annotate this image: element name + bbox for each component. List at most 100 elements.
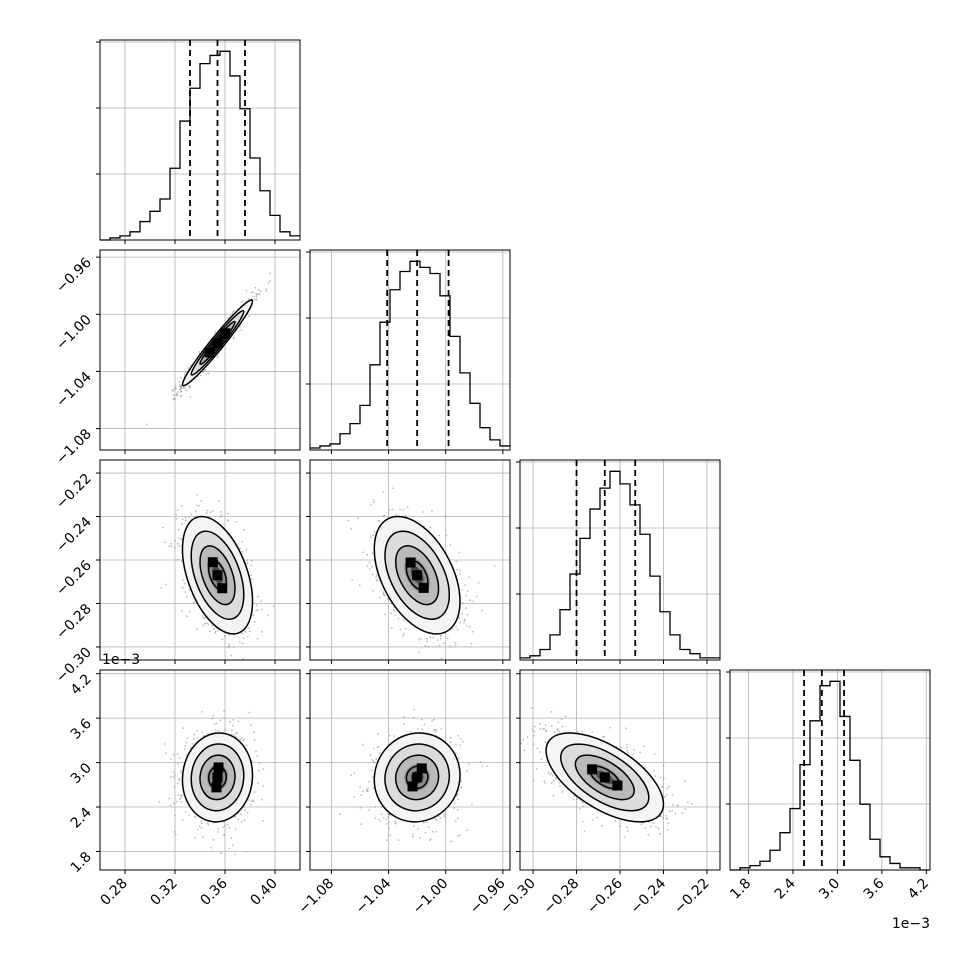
scatter-point (422, 511, 425, 513)
scatter-point (643, 745, 645, 748)
scatter-point (444, 812, 447, 815)
scatter-point (388, 509, 391, 511)
scatter-point (387, 827, 390, 830)
density-peak (405, 557, 416, 568)
scatter-point (186, 615, 188, 618)
scatter-point (368, 568, 371, 570)
scatter-point (253, 298, 256, 301)
scatter-point (438, 534, 441, 537)
scatter-point (250, 800, 253, 803)
scatter-point (228, 826, 231, 829)
scatter-point (250, 574, 253, 577)
scatter-point (459, 621, 462, 624)
scatter-point (479, 760, 482, 763)
scatter-point (262, 819, 264, 822)
scatter-point (601, 824, 603, 827)
scatter-point (207, 824, 210, 826)
scatter-point (468, 576, 471, 578)
scatter-point (269, 272, 271, 275)
density-peak (212, 337, 223, 348)
density-peak (213, 762, 224, 773)
scatter-point (456, 809, 459, 811)
scatter-point (372, 776, 374, 778)
scatter-point (245, 559, 248, 562)
scatter-point (548, 773, 551, 775)
scatter-point (204, 369, 207, 371)
scatter-point (372, 534, 375, 537)
scatter-point (252, 291, 255, 294)
scatter-point (460, 738, 462, 740)
density-fill (181, 515, 254, 635)
scatter-point (164, 752, 167, 754)
scatter-point (431, 830, 434, 833)
scatter-point (409, 730, 412, 733)
contour-line (199, 545, 236, 606)
histogram-step (100, 50, 300, 241)
scatter-point (440, 634, 443, 637)
scatter-point (172, 771, 175, 773)
scatter-point (245, 744, 248, 747)
density-fill (181, 732, 254, 823)
scatter-point (217, 831, 219, 833)
scatter-point (431, 510, 433, 512)
scatter-point (255, 292, 258, 295)
scatter-point (253, 731, 255, 734)
scatter-point (179, 772, 182, 774)
scatter-point (458, 834, 461, 837)
scatter-point (246, 811, 249, 814)
scatter-point (168, 797, 171, 800)
scatter-point (251, 559, 253, 562)
scatter-point (216, 356, 219, 358)
scatter-point (512, 735, 514, 737)
scatter-point (272, 605, 275, 608)
scatter-point (177, 762, 179, 765)
panel-frame (99, 249, 301, 451)
scatter-point (526, 736, 529, 738)
scatter-point (180, 801, 183, 803)
scatter-point (372, 501, 375, 504)
scatter-point (158, 801, 161, 803)
scatter-point (394, 614, 397, 617)
scatter-point (666, 787, 669, 790)
scatter-point (403, 723, 405, 725)
scatter-point (210, 511, 212, 514)
scatter-point (375, 579, 378, 582)
scatter-point (198, 825, 201, 827)
joint-panel-1-2 (309, 459, 511, 661)
scatter-point (214, 331, 217, 334)
scatter-point (662, 777, 665, 780)
scatter-point (443, 815, 446, 818)
scatter-point (253, 295, 256, 298)
scatter-point (238, 641, 241, 643)
scatter-point (406, 506, 409, 508)
scatter-point (245, 548, 248, 551)
scatter-point (262, 768, 265, 771)
scatter-point (181, 586, 184, 589)
scatter-point (195, 510, 197, 512)
scatter-point (371, 769, 373, 772)
scatter-point (258, 769, 260, 772)
scatter-point (178, 537, 181, 539)
scatter-point (383, 593, 385, 596)
scatter-point (466, 769, 468, 772)
scatter-point (426, 637, 428, 640)
scatter-point (460, 786, 463, 789)
scatter-point (178, 779, 181, 781)
scatter-point (477, 581, 480, 584)
scatter-point (385, 818, 387, 821)
scatter-point (188, 610, 191, 613)
scatter-point (181, 818, 184, 821)
scatter-point (470, 642, 473, 645)
scatter-point (217, 827, 220, 830)
scatter-point (246, 562, 249, 565)
scatter-point (493, 565, 496, 567)
scatter-point (253, 791, 256, 793)
scatter-point (450, 840, 453, 843)
scatter-point (200, 826, 203, 829)
scatter-point (219, 719, 222, 722)
scatter-point (241, 550, 244, 553)
scatter-point (544, 782, 546, 784)
scatter-point (191, 742, 194, 745)
joint-panel-2-3 (512, 669, 721, 871)
scatter-point (427, 645, 430, 648)
